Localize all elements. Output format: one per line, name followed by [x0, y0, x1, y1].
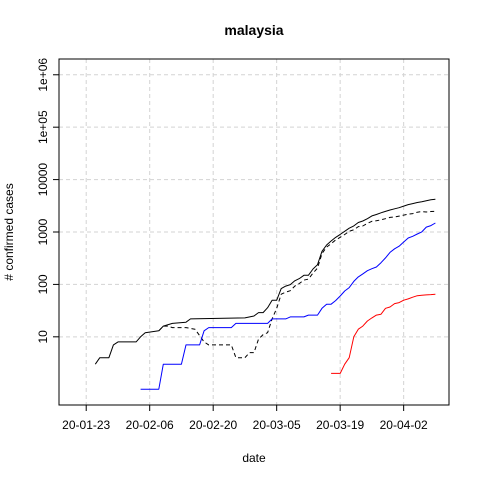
y-axis-label: # confirmed cases [2, 183, 16, 280]
y-tick-label: 10000 [36, 163, 50, 197]
series-line-3 [140, 222, 436, 390]
grid-lines [59, 59, 449, 405]
x-tick-label: 20-04-02 [380, 418, 428, 432]
y-tick-label: 10 [36, 330, 50, 344]
axes: 20-01-23 20-02-06 20-02-20 20-03-05 20-03-19… [36, 58, 428, 432]
x-tick-label: 20-02-06 [126, 418, 174, 432]
y-tick-label: 1000 [36, 218, 50, 245]
x-tick-label: 20-03-19 [316, 418, 364, 432]
y-tick-label: 1e+05 [36, 110, 50, 144]
chart-title: malaysia [224, 22, 283, 38]
y-tick-label: 100 [36, 274, 50, 294]
x-tick-label: 20-01-23 [62, 418, 110, 432]
series-line-1 [94, 198, 436, 365]
series-line-2 [158, 210, 436, 359]
y-tick-label: 1e+06 [36, 58, 50, 92]
x-tick-label: 20-03-05 [253, 418, 301, 432]
series-layer [94, 198, 436, 390]
x-tick-label: 20-02-20 [189, 418, 237, 432]
series-line-4 [331, 293, 436, 374]
x-axis-label: date [242, 451, 266, 465]
